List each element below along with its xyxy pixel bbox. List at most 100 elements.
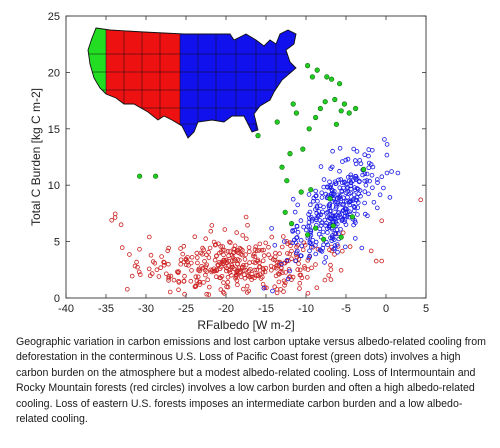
- green-point: [317, 105, 324, 112]
- red-point: [137, 247, 142, 252]
- y-tick-label: 15: [48, 124, 60, 136]
- red-point: [212, 257, 218, 263]
- red-point: [222, 227, 228, 232]
- red-point: [269, 234, 275, 240]
- blue-point: [325, 242, 331, 248]
- green-point: [349, 214, 356, 220]
- blue-point: [342, 179, 347, 185]
- blue-point: [325, 230, 330, 235]
- x-tick-label: -15: [258, 303, 274, 315]
- blue-point: [366, 165, 372, 171]
- red-point: [219, 259, 225, 265]
- green-point: [324, 74, 330, 80]
- blue-point: [367, 178, 372, 184]
- green-point: [293, 110, 300, 116]
- blue-point: [387, 195, 393, 200]
- green-point: [329, 76, 335, 82]
- red-point: [201, 280, 206, 285]
- red-point: [277, 251, 282, 256]
- red-point: [221, 291, 227, 296]
- red-point: [243, 267, 249, 273]
- blue-point: [290, 196, 296, 202]
- red-point: [200, 245, 205, 251]
- red-point: [261, 253, 267, 258]
- blue-point: [362, 200, 367, 206]
- blue-point: [343, 222, 349, 227]
- red-point: [195, 274, 201, 280]
- red-point: [138, 272, 143, 277]
- red-point: [279, 265, 284, 271]
- red-point: [218, 244, 224, 249]
- red-point: [193, 283, 199, 289]
- blue-point: [366, 160, 372, 166]
- x-tick-label: -10: [298, 303, 314, 315]
- blue-point: [384, 170, 390, 176]
- blue-point: [379, 174, 385, 180]
- x-tick-label: -30: [138, 303, 154, 315]
- blue-point: [358, 193, 363, 199]
- red-point: [205, 277, 211, 283]
- green-point: [341, 101, 348, 107]
- red-point: [204, 262, 210, 268]
- red-point: [209, 223, 215, 228]
- red-point: [188, 278, 194, 284]
- red-point: [134, 259, 139, 265]
- red-point: [200, 252, 205, 257]
- blue-point: [328, 182, 334, 188]
- green-point: [321, 236, 327, 242]
- blue-point: [360, 172, 365, 178]
- green-point: [153, 173, 159, 179]
- blue-point: [348, 172, 354, 178]
- blue-point: [298, 218, 304, 223]
- green-point: [306, 126, 312, 132]
- x-tick-label: -35: [98, 303, 114, 315]
- blue-point: [330, 192, 336, 197]
- blue-point: [354, 149, 360, 154]
- red-point: [228, 240, 233, 245]
- y-tick-label: 25: [48, 11, 60, 23]
- red-point: [171, 277, 177, 283]
- blue-point: [374, 205, 380, 211]
- red-point: [241, 263, 246, 268]
- green-point: [137, 173, 143, 179]
- red-point: [309, 265, 314, 271]
- red-point: [207, 284, 212, 290]
- red-point: [200, 265, 206, 271]
- blue-point: [352, 158, 358, 163]
- red-point: [176, 278, 181, 284]
- red-point: [300, 247, 306, 253]
- red-point: [119, 245, 125, 250]
- red-point: [328, 267, 334, 272]
- blue-point: [326, 203, 332, 208]
- blue-point: [318, 164, 324, 169]
- red-point: [275, 259, 280, 265]
- blue-point: [342, 217, 348, 222]
- red-point: [233, 275, 238, 281]
- red-point: [234, 270, 240, 275]
- red-point: [195, 255, 200, 260]
- red-point: [255, 272, 261, 278]
- blue-point: [338, 177, 344, 182]
- red-point: [135, 264, 140, 270]
- red-point: [259, 274, 265, 280]
- blue-point: [352, 176, 358, 181]
- red-point: [283, 270, 288, 275]
- red-point: [206, 255, 212, 260]
- blue-point: [313, 207, 318, 212]
- blue-point: [317, 247, 323, 253]
- blue-point: [287, 268, 293, 274]
- red-point: [256, 260, 262, 266]
- blue-point: [322, 260, 327, 265]
- green-point: [289, 221, 295, 227]
- blue-point: [313, 193, 319, 198]
- red-point: [305, 290, 311, 296]
- blue-point: [311, 195, 317, 201]
- blue-point: [355, 212, 360, 217]
- blue-point: [307, 202, 313, 208]
- red-point: [296, 261, 301, 266]
- red-point: [243, 262, 249, 268]
- blue-point: [295, 202, 301, 208]
- blue-point: [293, 258, 298, 264]
- y-tick-label: 0: [54, 293, 60, 305]
- red-point: [328, 277, 334, 282]
